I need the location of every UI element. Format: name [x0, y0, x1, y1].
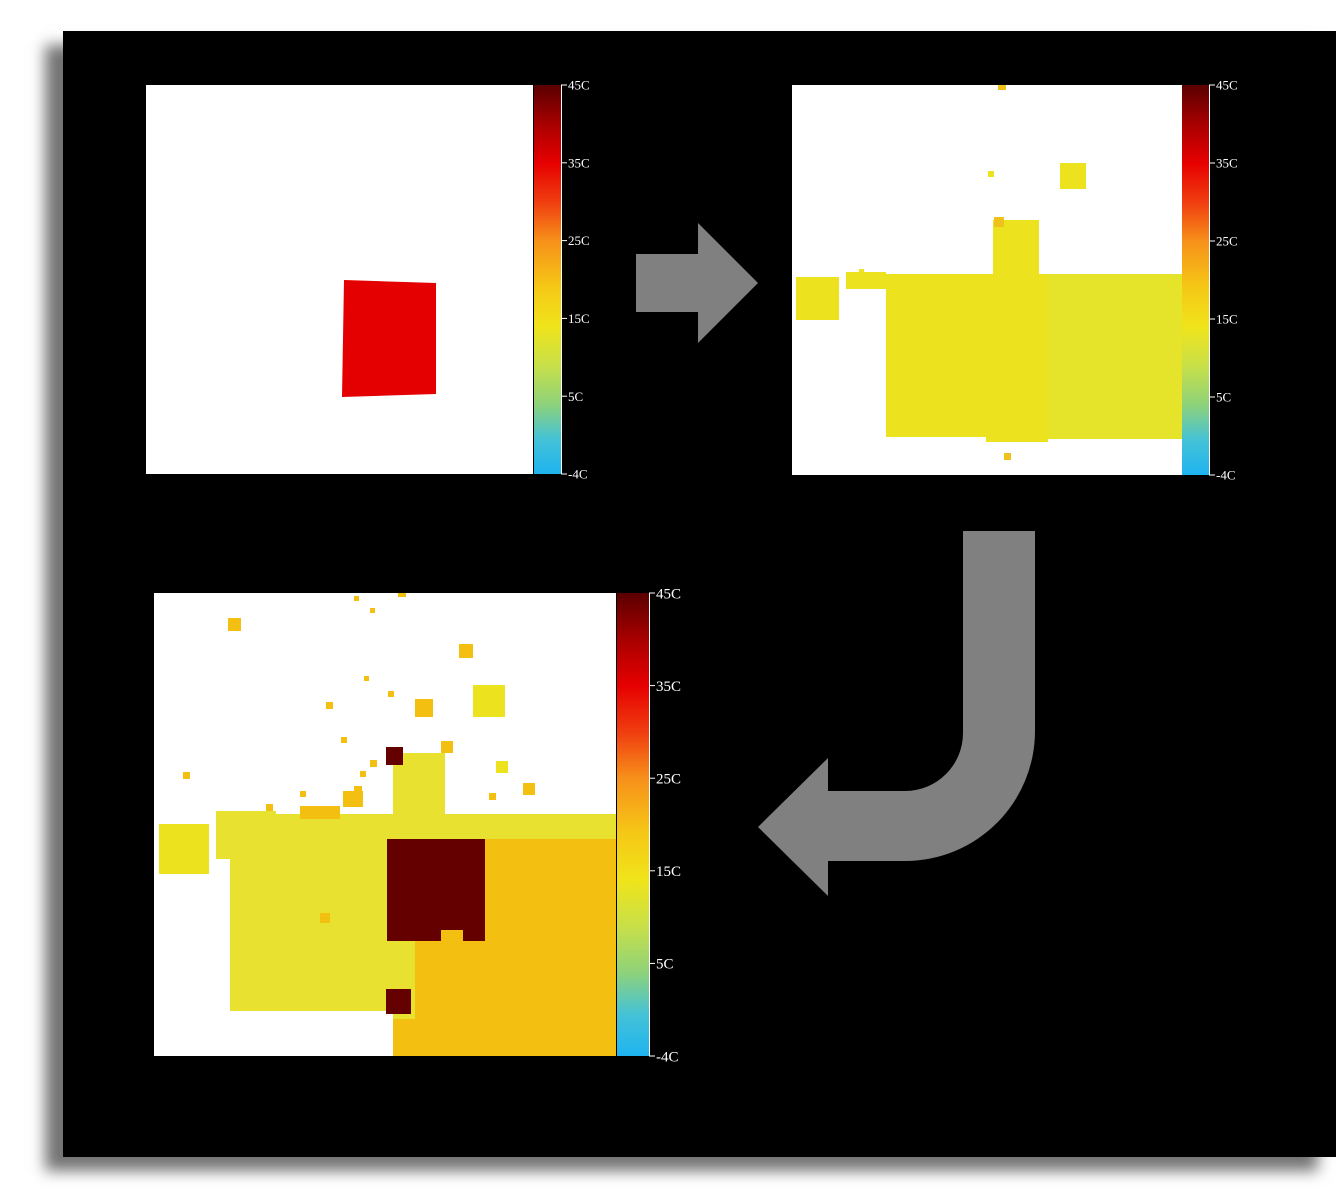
colorbar-tick-label: -4C: [1216, 468, 1236, 483]
colorbar-tick-label: 35C: [656, 679, 681, 695]
hot-block: [342, 280, 436, 397]
colorbar-tick-label: 15C: [1216, 312, 1238, 327]
colorbar-tick-label: 5C: [656, 957, 674, 973]
colorbar-tick-label: 5C: [1216, 390, 1231, 405]
down-left-arrow: [758, 531, 1035, 896]
colorbar: 45C 35C 25C 15C 5C -4C: [1182, 78, 1238, 483]
colorbar-tick-label: 25C: [568, 233, 590, 248]
colorbar-gradient: [617, 593, 649, 1056]
colorbar-tick-label: -4C: [656, 1049, 679, 1065]
heatmap-area: [146, 85, 533, 474]
diagram-canvas: 45C 35C 25C 15C 5C -4C 45C 35C 25C 15C 5C -4C: [63, 31, 1336, 1157]
colorbar-tick-label: 15C: [568, 311, 590, 326]
colorbar-tick-label: 45C: [656, 586, 681, 602]
colorbar-tick-label: 5C: [568, 389, 583, 404]
colorbar-tick-label: 45C: [1216, 78, 1238, 93]
colorbar-gradient: [534, 85, 561, 474]
diagram-svg: 45C 35C 25C 15C 5C -4C 45C 35C 25C 15C 5C -4C: [146, 78, 1238, 1065]
colorbar-gradient: [1182, 85, 1209, 475]
colorbar-tick-label: 15C: [656, 864, 681, 880]
colorbar-tick-label: 25C: [656, 771, 681, 787]
step-3-heatmap: 45C 35C 25C 15C 5C -4C: [154, 586, 681, 1065]
heat-cells: [796, 85, 1183, 460]
heat-cells: [159, 593, 616, 1056]
colorbar: 45C 35C 25C 15C 5C -4C: [534, 78, 590, 482]
colorbar: 45C 35C 25C 15C 5C -4C: [617, 586, 681, 1065]
step-1-heatmap: 45C 35C 25C 15C 5C -4C: [146, 78, 590, 482]
colorbar-tick-label: 25C: [1216, 234, 1238, 249]
colorbar-tick-label: 45C: [568, 78, 590, 93]
colorbar-tick-label: -4C: [568, 467, 588, 482]
colorbar-tick-label: 35C: [568, 155, 590, 170]
right-arrow: [636, 223, 758, 343]
step-2-heatmap: 45C 35C 25C 15C 5C -4C: [792, 78, 1238, 483]
colorbar-tick-label: 35C: [1216, 156, 1238, 171]
